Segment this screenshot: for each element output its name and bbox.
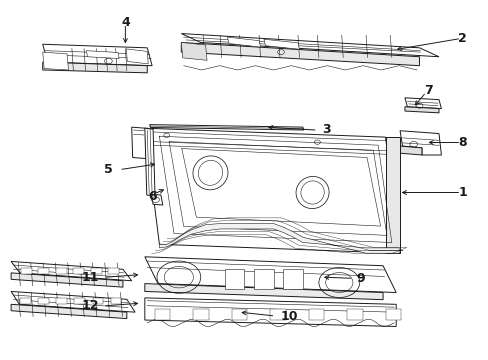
- FancyBboxPatch shape: [38, 298, 49, 304]
- FancyBboxPatch shape: [224, 269, 244, 289]
- Polygon shape: [11, 261, 131, 281]
- Polygon shape: [11, 292, 135, 312]
- FancyBboxPatch shape: [56, 267, 66, 274]
- Text: 10: 10: [281, 310, 298, 323]
- Polygon shape: [131, 127, 146, 158]
- Polygon shape: [144, 298, 395, 327]
- Polygon shape: [181, 33, 438, 57]
- Text: 2: 2: [458, 32, 466, 45]
- FancyBboxPatch shape: [283, 269, 302, 289]
- Polygon shape: [11, 304, 126, 319]
- Polygon shape: [399, 146, 421, 155]
- Polygon shape: [385, 137, 399, 253]
- Text: 11: 11: [81, 271, 99, 284]
- Text: 3: 3: [322, 123, 330, 136]
- Polygon shape: [144, 257, 395, 293]
- FancyBboxPatch shape: [193, 309, 208, 320]
- Polygon shape: [227, 37, 260, 47]
- FancyBboxPatch shape: [385, 309, 400, 320]
- Polygon shape: [144, 284, 382, 300]
- FancyBboxPatch shape: [254, 269, 273, 289]
- FancyBboxPatch shape: [20, 298, 30, 304]
- Polygon shape: [151, 194, 163, 205]
- FancyBboxPatch shape: [346, 309, 362, 320]
- FancyBboxPatch shape: [73, 267, 84, 274]
- Polygon shape: [181, 42, 419, 66]
- Text: 6: 6: [148, 190, 157, 203]
- Polygon shape: [144, 128, 155, 196]
- FancyBboxPatch shape: [21, 267, 31, 274]
- FancyBboxPatch shape: [154, 309, 170, 320]
- Text: 9: 9: [356, 272, 364, 285]
- FancyBboxPatch shape: [74, 298, 85, 304]
- FancyBboxPatch shape: [38, 267, 49, 274]
- Text: 4: 4: [121, 16, 129, 29]
- FancyBboxPatch shape: [231, 309, 246, 320]
- Polygon shape: [404, 98, 441, 109]
- Polygon shape: [159, 224, 398, 253]
- Polygon shape: [42, 62, 147, 73]
- FancyBboxPatch shape: [92, 298, 103, 304]
- Text: 1: 1: [458, 186, 466, 199]
- FancyBboxPatch shape: [269, 309, 285, 320]
- Polygon shape: [11, 273, 122, 287]
- Polygon shape: [126, 49, 148, 64]
- Polygon shape: [42, 52, 68, 70]
- FancyBboxPatch shape: [56, 298, 67, 304]
- Polygon shape: [404, 107, 438, 113]
- Text: 5: 5: [104, 163, 113, 176]
- Polygon shape: [144, 128, 399, 253]
- Polygon shape: [42, 44, 152, 66]
- Polygon shape: [86, 51, 119, 59]
- FancyBboxPatch shape: [308, 309, 324, 320]
- Text: 7: 7: [424, 84, 432, 97]
- Text: 12: 12: [81, 299, 99, 312]
- Text: 8: 8: [458, 136, 466, 149]
- Polygon shape: [264, 39, 299, 49]
- FancyBboxPatch shape: [91, 267, 102, 274]
- FancyBboxPatch shape: [111, 298, 121, 304]
- Polygon shape: [399, 131, 441, 155]
- Polygon shape: [181, 42, 206, 60]
- FancyBboxPatch shape: [108, 267, 119, 274]
- Polygon shape: [149, 125, 303, 130]
